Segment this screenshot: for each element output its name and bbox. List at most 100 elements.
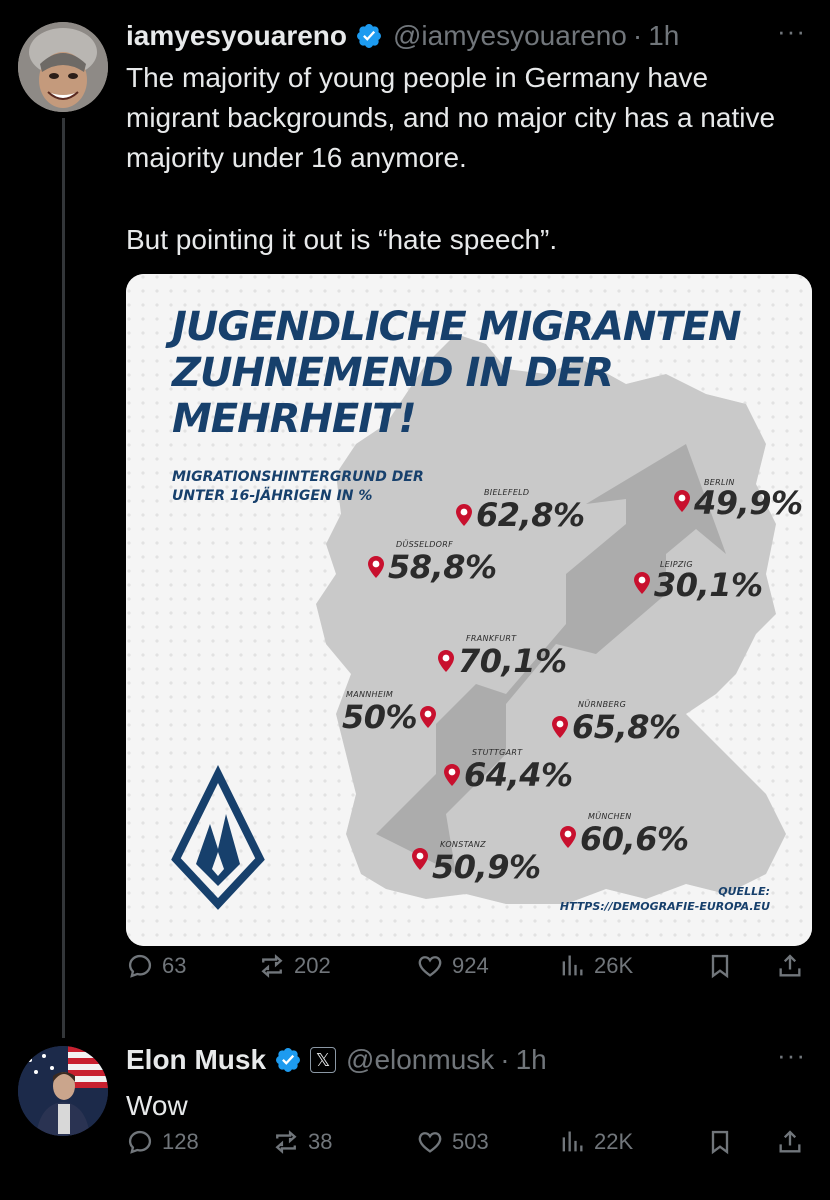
like-button[interactable]: 924 [416, 952, 489, 980]
germany-map-graphic [126, 274, 812, 946]
avatar[interactable] [18, 22, 108, 112]
views-chart-icon [562, 1131, 583, 1152]
x-affiliation-icon: 𝕏 [310, 1047, 337, 1073]
location-pin-icon [634, 572, 650, 594]
handle[interactable]: @iamyesyouareno [393, 20, 627, 51]
location-pin-icon [674, 490, 690, 512]
like-count: 503 [452, 1129, 489, 1154]
share-button[interactable] [776, 952, 804, 980]
map-title: JUGENDLICHE MIGRANTEN ZUHNEMEND IN DER M… [172, 304, 742, 442]
bookmark-icon [711, 1130, 729, 1155]
city-name: BIELEFELD [484, 488, 530, 497]
city-value: 58,8% [388, 548, 497, 586]
city-label-duesseldorf: DÜSSELDORF 58,8% [368, 536, 508, 596]
location-pin-icon [444, 764, 460, 786]
handle[interactable]: @elonmusk [346, 1044, 495, 1075]
thread-connector-line [62, 118, 65, 1038]
reply-count: 63 [162, 953, 187, 978]
map-subtitle: MIGRATIONSHINTERGRUND DER UNTER 16-JÄHRI… [172, 469, 424, 504]
views-button[interactable]: 26K [558, 952, 633, 980]
city-name: NÜRNBERG [578, 700, 627, 709]
verified-badge-icon [357, 24, 381, 48]
city-value: 30,1% [654, 566, 763, 604]
reply-button[interactable]: 128 [126, 1128, 199, 1156]
city-name: STUTTGART [472, 748, 523, 757]
city-name: KONSTANZ [440, 840, 486, 849]
separator-dot: · [632, 20, 643, 51]
city-value: 50% [342, 698, 418, 736]
share-icon [779, 1130, 801, 1153]
timestamp[interactable]: 1h [515, 1044, 547, 1075]
location-pin-icon [560, 826, 576, 848]
tweet-text: The majority of young people in Germany … [126, 62, 776, 173]
city-name: LEIPZIG [660, 560, 693, 569]
more-options-icon[interactable]: ··· [777, 16, 806, 46]
city-name: FRANKFURT [466, 634, 517, 643]
location-pin-icon [552, 716, 568, 738]
city-value: 70,1% [458, 642, 567, 680]
reply-icon [128, 954, 152, 978]
city-label-leipzig: LEIPZIG 30,1% [634, 556, 774, 616]
city-value: 49,9% [694, 484, 803, 522]
tweet-header: iamyesyouareno @iamyesyouareno · 1h [126, 20, 679, 52]
repost-icon [261, 954, 283, 978]
bookmark-icon [711, 954, 729, 979]
city-value: 62,8% [476, 496, 585, 534]
tweet-text-paragraph-2: But pointing it out is “hate speech”. [126, 224, 558, 255]
share-button[interactable] [776, 1128, 804, 1156]
heart-icon [418, 1132, 442, 1153]
like-button[interactable]: 503 [416, 1128, 489, 1156]
timestamp[interactable]: 1h [648, 20, 680, 51]
city-label-frankfurt: FRANKFURT 70,1% [438, 630, 578, 690]
avatar[interactable] [18, 1046, 108, 1136]
bookmark-button[interactable] [706, 952, 734, 980]
separator-dot: · [500, 1044, 510, 1075]
location-pin-icon [438, 650, 454, 672]
reply-count: 128 [162, 1129, 199, 1154]
display-name[interactable]: iamyesyouareno [126, 20, 347, 51]
city-name: BERLIN [704, 478, 735, 487]
source-label: QUELLE: [718, 885, 770, 898]
repost-count: 38 [308, 1129, 333, 1154]
city-value: 60,6% [580, 820, 689, 858]
reply-button[interactable]: 63 [126, 952, 186, 980]
more-options-icon[interactable]: ··· [777, 1040, 806, 1070]
city-label-bielefeld: BIELEFELD 62,8% [456, 484, 596, 544]
city-label-muenchen: MÜNCHEN 60,6% [560, 808, 700, 868]
repost-count: 202 [294, 953, 331, 978]
heart-icon [418, 956, 442, 977]
source-url: HTTPS://DEMOGRAFIE-EUROPA.EU [559, 900, 770, 913]
views-count: 26K [594, 953, 634, 978]
display-name[interactable]: Elon Musk [126, 1044, 267, 1075]
like-count: 924 [452, 953, 489, 978]
flame-logo [171, 764, 265, 910]
verified-badge-icon [276, 1048, 300, 1072]
location-pin-icon [412, 848, 428, 870]
map-source: QUELLE: HTTPS://DEMOGRAFIE-EUROPA.EU [560, 884, 770, 914]
city-name: MÜNCHEN [588, 812, 632, 821]
reply-icon [128, 1130, 152, 1154]
views-count: 22K [594, 1129, 634, 1154]
city-name: MANNHEIM [346, 690, 394, 699]
repost-button[interactable]: 202 [258, 952, 331, 980]
views-button[interactable]: 22K [558, 1128, 633, 1156]
share-icon [779, 954, 801, 977]
city-name: DÜSSELDORF [396, 540, 454, 549]
tweet-header: Elon Musk 𝕏 @elonmusk · 1h [126, 1044, 547, 1076]
city-label-berlin: BERLIN 49,9% [674, 474, 812, 534]
repost-button[interactable]: 38 [272, 1128, 332, 1156]
city-value: 50,9% [432, 848, 541, 886]
bookmark-button[interactable] [706, 1128, 734, 1156]
city-label-konstanz: KONSTANZ 50,9% [412, 836, 552, 896]
city-label-mannheim: MANNHEIM 50% [342, 686, 462, 746]
arrow-graphic [376, 444, 726, 874]
city-value: 64,4% [464, 756, 573, 794]
city-value: 65,8% [572, 708, 681, 746]
media-image[interactable]: JUGENDLICHE MIGRANTEN ZUHNEMEND IN DER M… [126, 274, 812, 946]
views-chart-icon [562, 955, 583, 976]
tweet-text: Wow [126, 1090, 188, 1121]
repost-icon [275, 1130, 297, 1154]
city-label-stuttgart: STUTTGART 64,4% [444, 744, 584, 804]
location-pin-icon [420, 706, 436, 728]
location-pin-icon [368, 556, 384, 578]
